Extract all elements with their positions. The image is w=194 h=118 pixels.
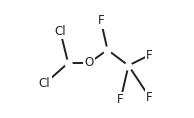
Text: Cl: Cl	[55, 25, 66, 38]
Text: F: F	[98, 15, 104, 27]
Text: F: F	[146, 91, 153, 103]
Text: F: F	[117, 93, 124, 106]
Text: O: O	[85, 56, 94, 69]
Text: F: F	[146, 49, 153, 62]
Text: Cl: Cl	[39, 77, 50, 90]
